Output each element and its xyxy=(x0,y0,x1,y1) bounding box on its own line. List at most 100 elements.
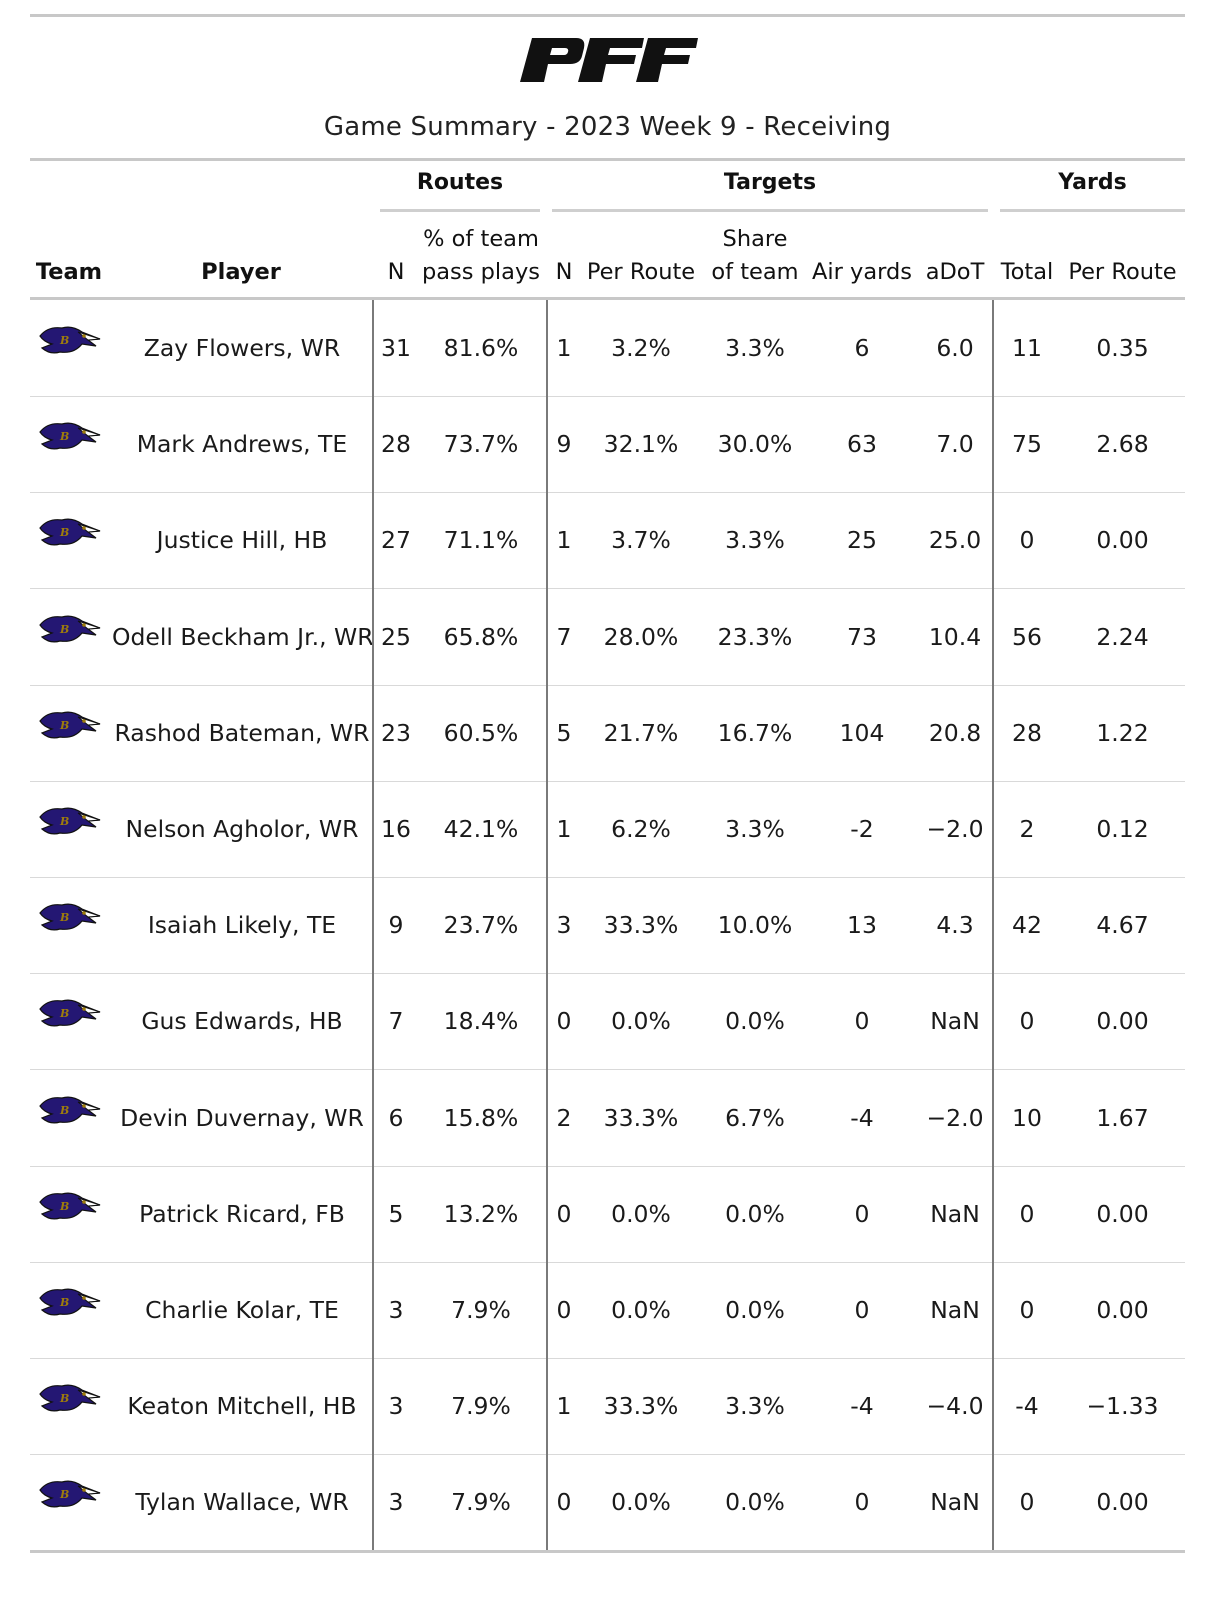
table-row: B Justice Hill, HB 27 71.1% 1 3.7% 3.3% 25 25.0 0… xyxy=(30,492,1185,590)
ravens-logo-icon: B xyxy=(38,707,102,747)
routes-pct-cell: 13.2% xyxy=(443,1199,519,1228)
svg-text:B: B xyxy=(59,430,69,443)
air-yards-cell: -2 xyxy=(850,815,874,843)
col-header-targets-n: N xyxy=(555,259,573,285)
air-yards-cell: 0 xyxy=(854,1488,870,1517)
yards-per-route-cell: 0.35 xyxy=(1096,334,1149,362)
col-header-routes-pct-line2: pass plays xyxy=(421,259,541,285)
player-name-cell: Nelson Agholor, WR xyxy=(125,815,359,843)
routes-n-cell: 9 xyxy=(388,911,404,940)
yards-per-route-cell: 2.68 xyxy=(1096,430,1149,459)
adot-cell: 4.3 xyxy=(936,911,974,940)
ravens-logo-icon: B xyxy=(38,899,102,939)
adot-cell: 7.0 xyxy=(936,430,974,459)
svg-text:B: B xyxy=(59,1488,69,1501)
page-title: Game Summary - 2023 Week 9 - Receiving xyxy=(323,112,892,142)
table-row: B Gus Edwards, HB 7 18.4% 0 0.0% 0.0% 0 NaN 0 0.00 xyxy=(30,973,1185,1071)
player-name-cell: Mark Andrews, TE xyxy=(136,430,348,459)
routes-n-cell: 16 xyxy=(381,815,411,843)
routes-n-cell: 3 xyxy=(388,1296,404,1324)
player-name-cell: Zay Flowers, WR xyxy=(143,334,341,362)
routes-pct-cell: 23.7% xyxy=(443,911,519,940)
target-share-cell: 0.0% xyxy=(725,1296,785,1324)
group-header-routes: Routes xyxy=(416,170,504,195)
target-share-cell: 0.0% xyxy=(725,1199,785,1228)
targets-per-route-cell: 3.7% xyxy=(611,526,671,555)
yards-per-route-cell: 1.22 xyxy=(1096,718,1149,747)
routes-pct-cell: 60.5% xyxy=(443,718,519,747)
title-divider xyxy=(30,158,1185,161)
targets-per-route-cell: 33.3% xyxy=(603,911,679,940)
ravens-logo-icon: B xyxy=(38,322,102,362)
ravens-logo-icon: B xyxy=(38,1380,102,1420)
routes-pct-cell: 73.7% xyxy=(443,430,519,459)
player-name-cell: Patrick Ricard, FB xyxy=(139,1199,345,1228)
table-row: B Mark Andrews, TE 28 73.7% 9 32.1% 30.0% 63 7.0… xyxy=(30,396,1185,494)
ravens-logo-icon: B xyxy=(38,1092,102,1132)
col-header-yards-total: Total xyxy=(1000,259,1054,285)
ravens-logo-icon: B xyxy=(38,1188,102,1228)
targets-n-cell: 0 xyxy=(556,1007,572,1036)
air-yards-cell: 104 xyxy=(839,718,885,747)
adot-cell: NaN xyxy=(930,1488,980,1517)
routes-pct-cell: 7.9% xyxy=(451,1392,511,1421)
air-yards-cell: 13 xyxy=(847,911,877,940)
player-name-cell: Charlie Kolar, TE xyxy=(145,1296,339,1324)
adot-cell: 6.0 xyxy=(936,334,974,362)
ravens-logo-icon: B xyxy=(38,1284,102,1324)
targets-n-cell: 0 xyxy=(556,1199,572,1228)
routes-n-cell: 3 xyxy=(388,1392,404,1421)
yards-per-route-cell: 2.24 xyxy=(1096,622,1149,651)
table-row: B Charlie Kolar, TE 3 7.9% 0 0.0% 0.0% 0 NaN 0 0.0… xyxy=(30,1262,1185,1359)
yards-per-route-cell: 0.00 xyxy=(1096,1296,1149,1324)
target-share-cell: 16.7% xyxy=(717,718,793,747)
yards-total-cell: 0 xyxy=(1019,1199,1035,1228)
target-share-cell: 30.0% xyxy=(717,430,793,459)
targets-n-cell: 3 xyxy=(556,911,572,940)
routes-pct-cell: 71.1% xyxy=(443,526,519,555)
adot-cell: NaN xyxy=(930,1199,980,1228)
col-header-team: Team xyxy=(35,259,103,285)
air-yards-cell: 25 xyxy=(847,526,877,555)
bottom-divider xyxy=(30,1550,1185,1553)
target-share-cell: 3.3% xyxy=(725,334,785,362)
table-row: B Keaton Mitchell, HB 3 7.9% 1 33.3% 3.3% -4 −4.… xyxy=(30,1358,1185,1456)
yards-per-route-cell: 4.67 xyxy=(1096,911,1149,940)
top-divider xyxy=(30,14,1185,17)
air-yards-cell: 0 xyxy=(854,1007,870,1036)
target-share-cell: 23.3% xyxy=(717,622,793,651)
targets-n-cell: 1 xyxy=(556,815,572,843)
air-yards-cell: 73 xyxy=(847,622,877,651)
col-header-share-line2: of team xyxy=(711,259,799,285)
routes-n-cell: 28 xyxy=(381,430,411,459)
adot-cell: −2.0 xyxy=(926,815,984,843)
player-name-cell: Gus Edwards, HB xyxy=(141,1007,343,1036)
column-separator-yards xyxy=(992,300,994,1550)
ravens-logo-icon: B xyxy=(38,1476,102,1516)
column-separator-targets xyxy=(546,300,548,1550)
table-row: B Tylan Wallace, WR 3 7.9% 0 0.0% 0.0% 0 NaN 0 0.0… xyxy=(30,1454,1185,1552)
svg-text:B: B xyxy=(59,719,69,732)
routes-pct-cell: 65.8% xyxy=(443,622,519,651)
air-yards-cell: -4 xyxy=(850,1103,874,1132)
svg-text:B: B xyxy=(59,623,69,636)
group-underline-yards xyxy=(1000,209,1185,212)
yards-total-cell: 0 xyxy=(1019,526,1035,555)
player-name-cell: Keaton Mitchell, HB xyxy=(127,1392,357,1421)
yards-total-cell: -4 xyxy=(1015,1392,1039,1421)
player-name-cell: Odell Beckham Jr., WR xyxy=(112,622,374,651)
target-share-cell: 0.0% xyxy=(725,1007,785,1036)
routes-n-cell: 6 xyxy=(388,1103,404,1132)
yards-total-cell: 0 xyxy=(1019,1296,1035,1324)
air-yards-cell: -4 xyxy=(850,1392,874,1421)
targets-n-cell: 1 xyxy=(556,526,572,555)
targets-n-cell: 1 xyxy=(556,334,572,362)
routes-pct-cell: 7.9% xyxy=(451,1488,511,1517)
targets-n-cell: 0 xyxy=(556,1296,572,1324)
adot-cell: 10.4 xyxy=(928,622,982,651)
targets-n-cell: 7 xyxy=(556,622,572,651)
adot-cell: NaN xyxy=(930,1296,980,1324)
routes-n-cell: 31 xyxy=(381,334,411,362)
col-header-player: Player xyxy=(201,259,281,285)
svg-text:B: B xyxy=(59,1007,69,1020)
